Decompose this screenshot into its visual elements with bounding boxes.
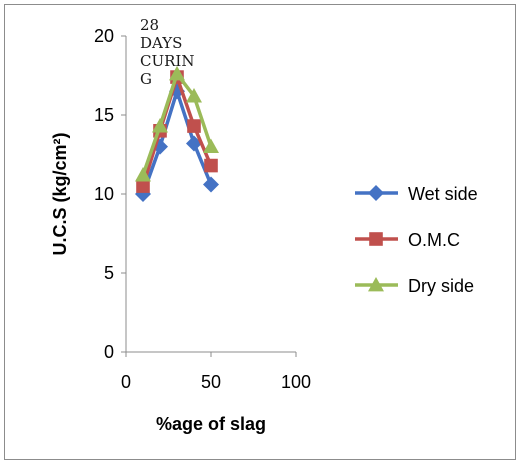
x-tick-label: 50 [201, 372, 221, 392]
data-point-triangle [203, 138, 219, 153]
annotation-line: DAYS [140, 34, 182, 52]
data-point-square [204, 158, 218, 173]
annotation-line: 28 [140, 16, 159, 34]
data-point-square [136, 179, 150, 193]
legend: Wet side O.M.C Dry side [355, 184, 478, 296]
legend-label: Dry side [408, 276, 474, 296]
plot-area [135, 65, 219, 202]
data-point-triangle [186, 88, 202, 103]
data-point-triangle [152, 118, 168, 133]
y-tick-label: 20 [94, 26, 114, 46]
y-axis-title: U.C.S (kg/cm²) [50, 132, 70, 255]
legend-item: Dry side [355, 276, 474, 296]
x-tick-label: 0 [121, 372, 131, 392]
legend-label: Wet side [408, 184, 478, 204]
data-point-square [187, 119, 201, 133]
y-tick-label: 5 [104, 263, 114, 283]
data-point-diamond [368, 185, 384, 201]
data-point-square [369, 232, 383, 246]
x-ticks: 0 50 100 [121, 352, 311, 392]
y-ticks: 0 5 10 15 20 [94, 26, 126, 362]
series-dry-side [135, 65, 219, 182]
chart-frame [4, 4, 516, 460]
data-point-diamond [203, 176, 219, 193]
annotation-line: G [140, 70, 152, 88]
annotation-line: CURIN [140, 52, 194, 70]
data-point-triangle [135, 167, 151, 182]
data-point-triangle [368, 277, 384, 292]
y-tick-label: 10 [94, 184, 114, 204]
legend-label: O.M.C [408, 230, 460, 250]
x-tick-label: 100 [281, 372, 311, 392]
data-point-triangle [169, 65, 185, 81]
y-tick-label: 0 [104, 342, 114, 362]
legend-item: O.M.C [355, 230, 460, 250]
legend-item: Wet side [355, 184, 478, 204]
x-axis-title: %age of slag [156, 414, 266, 434]
y-tick-label: 15 [94, 105, 114, 125]
